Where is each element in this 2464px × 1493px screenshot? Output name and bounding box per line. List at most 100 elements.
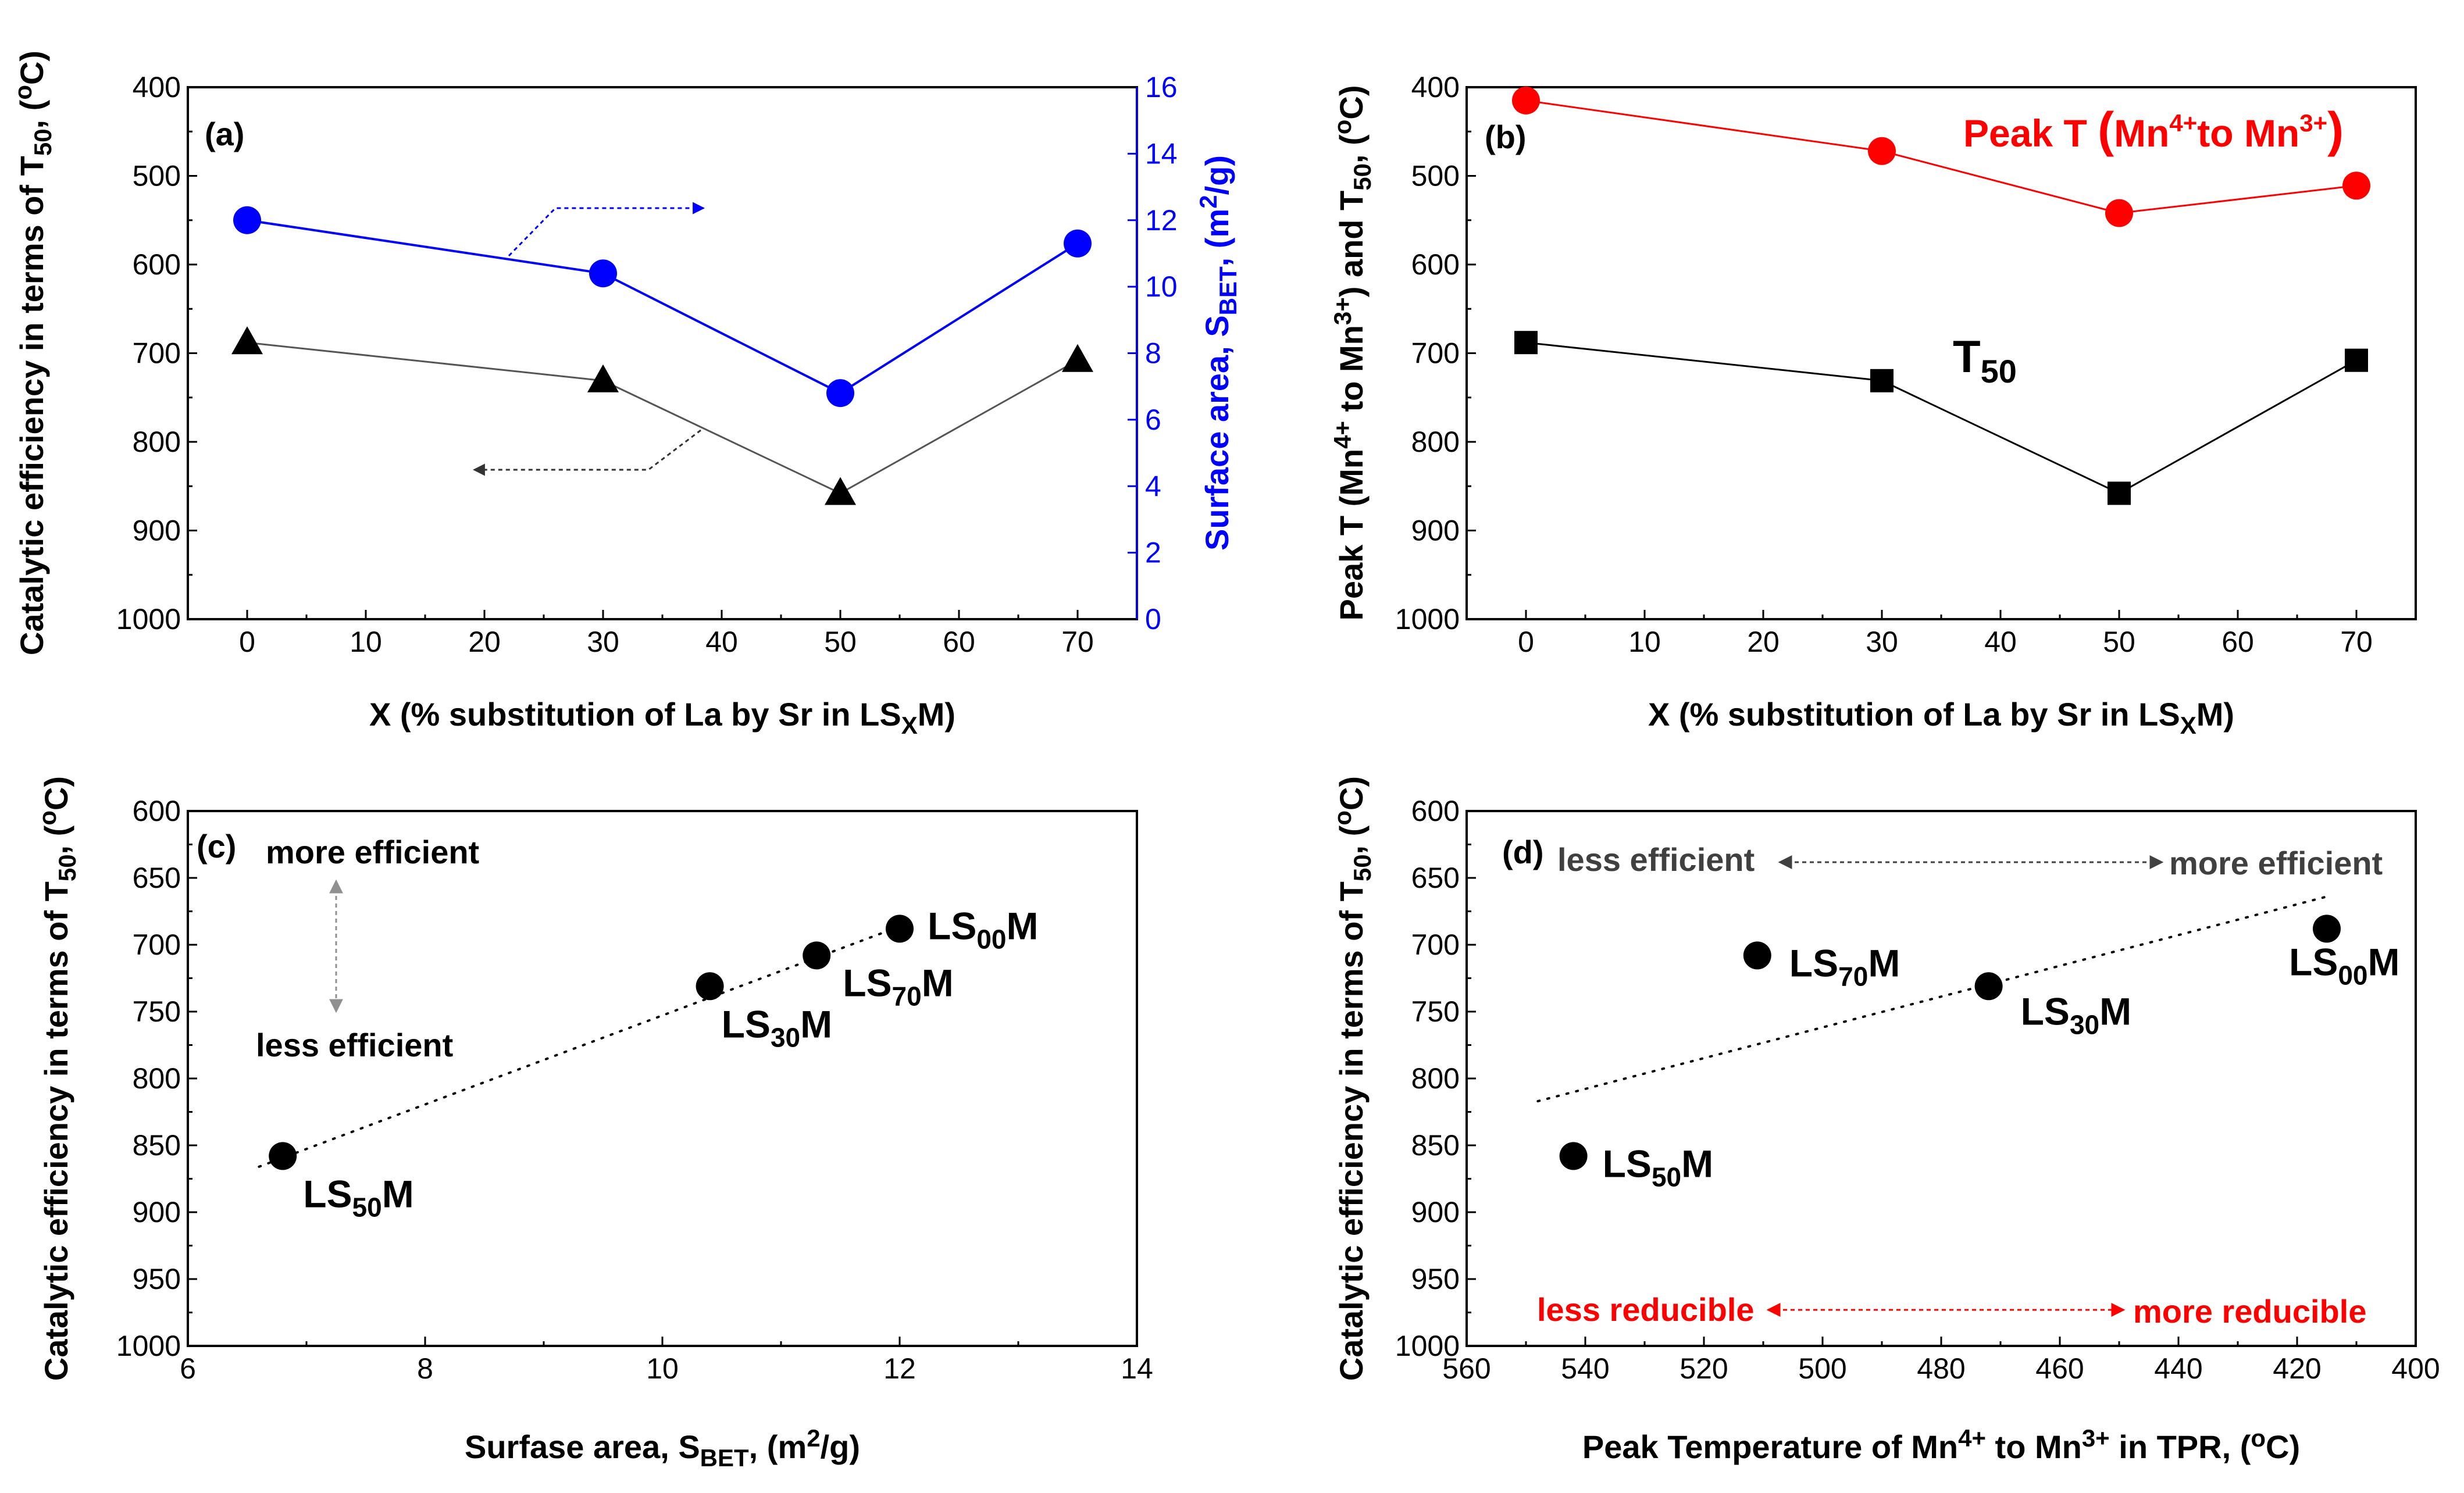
panel-c-x-axis-label: Surfase area, SBET, (m2/g)	[465, 1424, 860, 1471]
panel-d: 560 540 520 500 480 460 440 420 400 600 650 700 750 8…	[1329, 776, 2440, 1465]
panel-d-point-label-ls70m: LS70M	[1789, 941, 1900, 991]
panel-a-series-line-t50	[247, 341, 1078, 495]
panel-b-series-line-t50	[1525, 341, 2357, 495]
panel-c-ytick-label: 650	[133, 862, 181, 894]
panel-b-x-axis-label: X (% substitution of La by Sr in LSXM)	[1648, 696, 2234, 739]
panel-a-series-line-s-bet	[247, 219, 1079, 395]
panel-d-ytick-label: 900	[1411, 1196, 1460, 1228]
panel-d-xtick-label: 400	[2391, 1352, 2440, 1385]
panel-b-ytick-label: 1000	[1395, 603, 1460, 635]
panel-b-legend-peak: Peak T (Mn4+to Mn3+)	[1963, 102, 2344, 157]
panel-d-ytick-label: 1000	[1395, 1330, 1460, 1362]
panel-b-point-t50	[1870, 369, 1894, 392]
panel-b-xtick-label: 40	[1984, 626, 2017, 658]
panel-a-xtick-label: 20	[468, 626, 501, 658]
panel-a-y2tick-label: 0	[1145, 603, 1161, 635]
panel-c-axes: 6 8 10 12 14 600 650 700 750 800 850 900 950 1000	[116, 795, 1153, 1385]
panel-a-xtick-label: 50	[824, 626, 857, 658]
panel-b-point-t50	[2345, 348, 2368, 372]
panel-d-ytick-label: 650	[1411, 862, 1460, 894]
panel-c-note-more-efficient: more efficient	[266, 834, 479, 870]
panel-b-label: (b)	[1485, 119, 1527, 155]
panel-d-xtick-label: 500	[1798, 1352, 1846, 1385]
panel-b: 0 10 20 30 40 50 60 70 400 500 600 700 800 900 1000 (b…	[1329, 71, 2417, 739]
panel-b-series-line-peak-t	[1525, 99, 2357, 215]
panel-d-xtick-label: 460	[2035, 1352, 2084, 1385]
panel-b-xtick-label: 70	[2340, 626, 2373, 658]
panel-d-ytick-label: 750	[1411, 995, 1460, 1028]
panel-b-point-peak-t	[2342, 172, 2370, 200]
panel-a-point-s-bet	[589, 259, 617, 288]
panel-a-frame	[187, 86, 1138, 620]
panel-a: 0 10 20 30 40 50 60 70 400 500 600 700 800 900 1000 0 2 4…	[9, 51, 1242, 739]
panel-b-y-axis-label: Peak T (Mn4+ to Mn3+) and T50, (oC)	[1329, 85, 1376, 621]
panel-d-point-ls30m	[1974, 972, 2003, 1001]
panel-b-xtick-label: 20	[1747, 626, 1780, 658]
panel-c-ytick-label: 800	[133, 1062, 181, 1095]
panel-a-xtick-label: 30	[587, 626, 619, 658]
panel-a-series	[231, 206, 1093, 505]
panel-d-xtick-label: 420	[2273, 1352, 2321, 1385]
panel-a-y2tick-label: 2	[1145, 537, 1161, 569]
panel-c-trend-line	[258, 920, 913, 1168]
panel-a-point-t50	[1062, 344, 1093, 372]
panel-a-ytick-label: 600	[133, 248, 181, 281]
panel-a-y2tick-label: 14	[1145, 137, 1178, 170]
panel-c-point-ls30m	[696, 972, 724, 1001]
panel-d-note-less-efficient: less efficient	[1557, 841, 1755, 878]
panel-a-x-axis-label: X (% substitution of La by Sr in LSXM)	[369, 696, 955, 739]
panel-a-xtick-label: 60	[943, 626, 975, 658]
panel-a-axes: 0 10 20 30 40 50 60 70 400 500 600 700 800 900 1000 0 2 4…	[116, 71, 1178, 658]
panel-c-xtick-label: 6	[180, 1352, 196, 1385]
panel-d-point-ls50m	[1559, 1142, 1588, 1170]
panel-d-ytick-label: 850	[1411, 1129, 1460, 1162]
panel-a-ytick-label: 900	[133, 515, 181, 547]
panel-c-note-less-efficient: less efficient	[256, 1027, 453, 1063]
panel-d-xtick-label: 520	[1679, 1352, 1728, 1385]
panel-b-ytick-label: 500	[1411, 160, 1460, 192]
panel-d-ytick-label: 700	[1411, 928, 1460, 961]
panel-a-point-s-bet	[826, 379, 854, 408]
panel-a-ytick-label: 1000	[116, 603, 181, 635]
panel-d-point-ls00m	[2313, 915, 2341, 943]
panel-c-frame	[187, 810, 1138, 1347]
panel-a-y2tick-label: 4	[1145, 470, 1161, 502]
panel-d-x-axis-label: Peak Temperature of Mn4+ to Mn3+ in TPR,…	[1582, 1424, 2300, 1465]
panel-b-axes: 0 10 20 30 40 50 60 70 400 500 600 700 800 900 1000	[1395, 71, 2373, 658]
panel-c-ytick-label: 750	[133, 995, 181, 1028]
panel-d-xtick-label: 480	[1917, 1352, 1965, 1385]
panel-a-xtick-label: 0	[239, 626, 255, 658]
panel-c-point-label-ls50m: LS50M	[303, 1172, 414, 1222]
panel-c-xtick-label: 10	[646, 1352, 679, 1385]
panel-b-ytick-label: 400	[1411, 71, 1460, 103]
panel-d-note-more-reducible: more reducible	[2133, 1293, 2366, 1330]
panel-d-point-label-ls00m: LS00M	[2289, 940, 2400, 990]
panel-d-ytick-label: 600	[1411, 795, 1460, 827]
panel-d-point-label-ls50m: LS50M	[1603, 1142, 1714, 1192]
panel-a-label: (a)	[205, 116, 244, 152]
panel-d-point-ls70m	[1743, 941, 1771, 970]
panel-c-y-axis-label: Catalytic efficiency in terms of T50, (o…	[34, 776, 81, 1381]
panel-b-point-peak-t	[1512, 86, 1540, 115]
panel-d-trend-line	[1536, 895, 2328, 1103]
panel-a-ytick-label: 400	[133, 71, 181, 103]
panel-c-point-label-ls30m: LS30M	[722, 1002, 833, 1052]
panel-b-point-peak-t	[2105, 199, 2133, 227]
panel-c-ytick-label: 1000	[116, 1330, 181, 1362]
panel-b-legend-t50: T50	[1953, 331, 2017, 390]
panel-b-ytick-label: 800	[1411, 426, 1460, 458]
panel-a-xtick-label: 10	[350, 626, 382, 658]
panel-d-ytick-label: 950	[1411, 1263, 1460, 1295]
panel-b-point-peak-t	[1868, 137, 1896, 165]
panel-d-xtick-label: 440	[2154, 1352, 2202, 1385]
panel-d-frame	[1465, 810, 2417, 1347]
panel-d-note-more-efficient: more efficient	[2169, 845, 2383, 881]
panel-b-xtick-label: 0	[1518, 626, 1534, 658]
panel-a-point-t50	[825, 477, 856, 505]
panel-d-xtick-label: 540	[1561, 1352, 1609, 1385]
panel-c-ytick-label: 900	[133, 1196, 181, 1228]
panel-b-xtick-label: 50	[2103, 626, 2135, 658]
panel-b-xtick-label: 10	[1628, 626, 1661, 658]
panel-b-point-t50	[1514, 331, 1538, 355]
